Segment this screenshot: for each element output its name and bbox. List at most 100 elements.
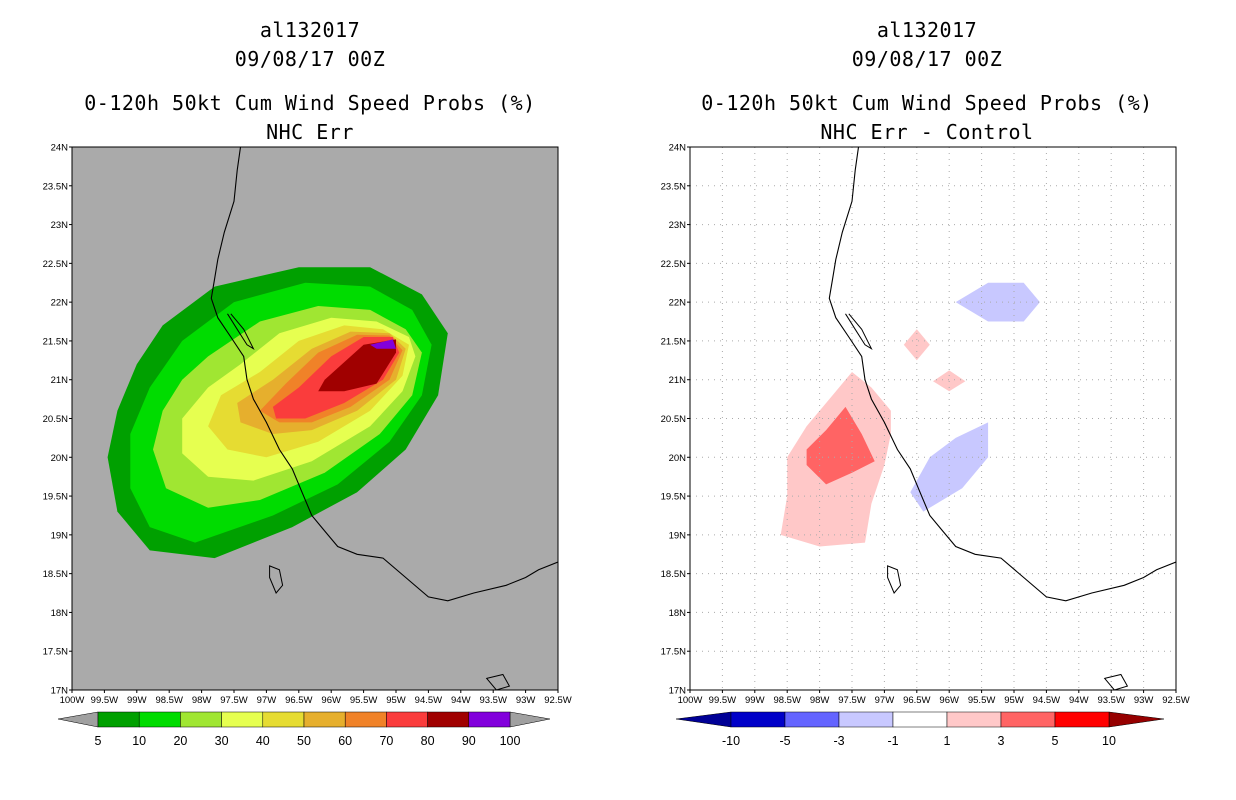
y-tick-label: 21.5N	[661, 336, 686, 347]
contour-fill-1	[806, 406, 875, 485]
y-tick-label: 18.5N	[661, 569, 686, 580]
y-tick-label: 22.5N	[43, 259, 68, 270]
y-tick-label: 22N	[51, 298, 69, 309]
colorbar-label: 20	[173, 734, 187, 748]
coastline	[210, 147, 558, 602]
x-tick-label: 99W	[745, 695, 765, 706]
x-tick-label: 93.5W	[1097, 695, 1124, 706]
left-title-block: al132017 09/08/17 00Z	[60, 16, 560, 74]
x-tick-label: 96.5W	[285, 695, 312, 706]
x-tick-label: 92.5W	[1162, 695, 1189, 706]
colorbar-label: 30	[215, 734, 229, 748]
x-tick-label: 98.5W	[155, 695, 182, 706]
x-tick-label: 99.5W	[709, 695, 736, 706]
colorbar: 5 10 20 30 40 50 60 70 80 90 100	[57, 711, 551, 748]
colorbar-label: 10	[132, 734, 146, 748]
colorbar-swatch	[892, 711, 948, 728]
lagoon-outline	[227, 313, 255, 351]
colorbar-label: 50	[297, 734, 311, 748]
coastline	[828, 147, 1176, 602]
x-tick-label: 95W	[1004, 695, 1024, 706]
colorbar-label: -10	[722, 734, 740, 748]
colorbar-swatch	[221, 711, 264, 728]
x-tick-label: 97W	[875, 695, 895, 706]
y-tick-label: 18N	[51, 608, 69, 619]
colorbar-swatch	[1054, 711, 1110, 728]
x-tick-label: 100W	[60, 695, 85, 706]
colorbar-end-low	[57, 711, 99, 728]
y-tick-label: 24N	[51, 143, 69, 154]
left-chart-title-block: 0-120h 50kt Cum Wind Speed Probs (%) NHC…	[60, 89, 560, 147]
y-tick-label: 23.5N	[661, 181, 686, 192]
colorbar-swatch	[730, 711, 786, 728]
colorbar-label: 90	[462, 734, 476, 748]
x-tick-label: 97.5W	[220, 695, 247, 706]
colorbar-swatch	[180, 711, 222, 728]
colorbar: -10 -5 -3 -1 1 3 5 10	[675, 711, 1165, 748]
y-tick-label: 24N	[669, 143, 687, 154]
y-tick-label: 21.5N	[43, 336, 68, 347]
y-tick-label: 19N	[669, 530, 687, 541]
x-tick-label: 95W	[386, 695, 406, 706]
right-chart-subtitle: NHC Err - Control	[820, 120, 1034, 144]
colorbar-label: 1	[944, 734, 951, 748]
y-tick-label: 17N	[51, 686, 69, 697]
colorbar-swatch	[138, 711, 181, 728]
lake-outline	[269, 565, 284, 594]
x-tick-label: 95.5W	[968, 695, 995, 706]
contour-fill-2	[903, 329, 930, 361]
y-tick-label: 19.5N	[43, 492, 68, 503]
right-title-block: al132017 09/08/17 00Z	[677, 16, 1177, 74]
right-chart-title: 0-120h 50kt Cum Wind Speed Probs (%)	[701, 91, 1153, 115]
map-content	[690, 147, 1176, 690]
colorbar-label: 70	[379, 734, 393, 748]
x-tick-label: 97W	[257, 695, 277, 706]
y-tick-label: 17.5N	[43, 647, 68, 658]
x-tick-label: 94W	[451, 695, 471, 706]
contour-fill-8	[318, 339, 396, 392]
colorbar-swatch	[946, 711, 1002, 728]
colorbar-label: 60	[338, 734, 352, 748]
lake-outline	[887, 565, 902, 594]
x-tick-label: 96.5W	[903, 695, 930, 706]
x-tick-label: 93.5W	[479, 695, 506, 706]
contour-fill-3	[933, 370, 966, 392]
colorbar-swatch	[303, 711, 346, 728]
y-tick-label: 21N	[669, 375, 687, 386]
y-tick-label: 17N	[669, 686, 687, 697]
x-tick-label: 93W	[516, 695, 536, 706]
x-tick-label: 92.5W	[544, 695, 571, 706]
contour-fill-9	[370, 339, 396, 349]
x-tick-label: 99W	[127, 695, 147, 706]
y-tick-label: 18.5N	[43, 569, 68, 580]
right-storm-id: al132017	[876, 18, 978, 42]
x-tick-label: 98W	[810, 695, 830, 706]
panel-left: 100W 99.5W 99W 98.5W 98W 97.5W 97W 96.5W 96W 95.5…	[43, 143, 572, 749]
y-tick-label: 19N	[51, 530, 69, 541]
x-tick-label: 100W	[678, 695, 703, 706]
y-tick-label: 17.5N	[661, 647, 686, 658]
colorbar-label: 80	[421, 734, 435, 748]
colorbar-swatch	[386, 711, 428, 728]
y-tick-label: 23.5N	[43, 181, 68, 192]
y-tick-label: 23N	[669, 220, 687, 231]
y-tick-label: 21N	[51, 375, 69, 386]
colorbar-label: 5	[1052, 734, 1059, 748]
y-tick-label: 22.5N	[661, 259, 686, 270]
y-tick-label: 19.5N	[661, 492, 686, 503]
y-tick-label: 20.5N	[43, 414, 68, 425]
y-tick-label: 20.5N	[661, 414, 686, 425]
x-tick-label: 97.5W	[838, 695, 865, 706]
colorbar-label: 40	[256, 734, 270, 748]
colorbar-swatch	[468, 711, 511, 728]
lake-outline	[485, 673, 511, 690]
colorbar-swatch	[784, 711, 840, 728]
panel-right: 100W 99.5W 99W 98.5W 98W 97.5W 97W 96.5W 96W 95.5…	[661, 143, 1190, 749]
left-chart-subtitle: NHC Err	[266, 120, 354, 144]
y-tick-label: 20N	[669, 453, 687, 464]
contour-fill-4	[955, 282, 1040, 322]
right-chart-title-block: 0-120h 50kt Cum Wind Speed Probs (%) NHC…	[677, 89, 1177, 147]
y-tick-label: 23N	[51, 220, 69, 231]
map-background	[690, 147, 1176, 690]
